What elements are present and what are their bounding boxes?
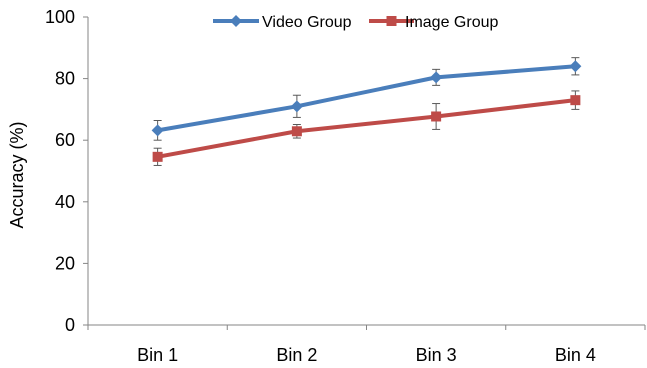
data-point-marker (291, 126, 302, 137)
data-point-marker (152, 151, 163, 162)
data-point-marker (430, 71, 443, 84)
y-tick-label: 100 (45, 7, 75, 27)
legend-label: Image Group (405, 14, 498, 31)
legend-label: Video Group (262, 14, 352, 31)
x-tick-label: Bin 4 (555, 345, 596, 365)
axes: 0 20 40 60 80 100 Bin 1 Bin 2 Bin 3 Bin 4 (45, 7, 646, 365)
legend-item: Video Group (213, 14, 352, 31)
data-point-marker (570, 95, 581, 106)
y-tick-label: 40 (55, 192, 75, 212)
series-line (157, 64, 576, 133)
error-bars (153, 57, 580, 166)
y-tick-label: 80 (55, 69, 75, 89)
data-point-marker (290, 100, 303, 113)
series-markers (151, 60, 582, 162)
y-tick-label: 20 (55, 253, 75, 273)
legend-marker (386, 16, 397, 26)
legend: Video Group Image Group (213, 14, 498, 31)
y-axis-title: Accuracy (%) (7, 121, 27, 228)
x-tick-label: Bin 2 (276, 345, 317, 365)
data-point-marker (151, 124, 164, 137)
legend-item: Image Group (369, 14, 498, 31)
x-tick-label: Bin 1 (137, 345, 178, 365)
x-tick-label: Bin 3 (416, 345, 457, 365)
data-point-marker (569, 60, 582, 73)
y-tick-label: 60 (55, 130, 75, 150)
series-line (157, 98, 576, 159)
data-point-marker (431, 111, 442, 122)
y-tick-label: 0 (65, 315, 75, 335)
series-lines (157, 64, 576, 159)
legend-marker (230, 15, 242, 27)
